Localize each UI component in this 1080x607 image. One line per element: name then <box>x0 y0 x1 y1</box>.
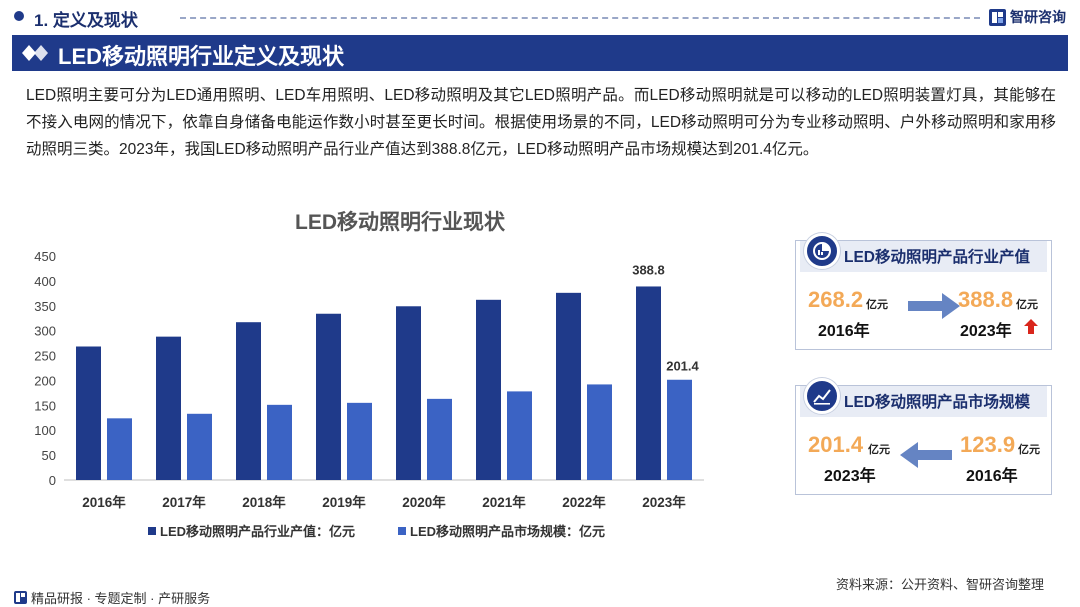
y-tick-label: 50 <box>42 448 56 463</box>
market-bar <box>587 384 612 480</box>
market-bar <box>187 413 212 480</box>
output-2016-unit: 亿元 <box>866 299 888 311</box>
output-bar <box>236 322 261 480</box>
footer-services: 精品研报 · 专题定制 · 产研服务 <box>14 588 210 607</box>
y-tick-label: 350 <box>34 299 56 314</box>
market-2016-unit: 亿元 <box>1018 444 1040 456</box>
output-2016-value: 268.2 <box>808 287 864 312</box>
left-arrow-icon <box>900 442 952 468</box>
y-tick-label: 150 <box>34 398 56 413</box>
x-tick-label: 2023年 <box>642 494 686 510</box>
title-bar: LED移动照明行业定义及现状 <box>12 35 1068 71</box>
market-2023-unit: 亿元 <box>868 444 890 456</box>
page-title: LED移动照明行业定义及现状 <box>58 44 345 69</box>
y-tick-label: 250 <box>34 349 56 364</box>
x-tick-label: 2022年 <box>562 494 606 510</box>
x-tick-label: 2021年 <box>482 494 526 510</box>
brand-name: 智研咨询 <box>1010 9 1066 25</box>
top-bar: 1. 定义及现状 智研咨询 <box>0 0 1080 34</box>
market-2023-year: 2023年 <box>824 468 876 485</box>
output-2023-year: 2023年 <box>960 323 1012 340</box>
legend-swatch <box>398 527 406 535</box>
market-bar <box>507 391 532 480</box>
chart-title: LED移动照明行业现状 <box>295 211 505 234</box>
y-tick-label: 0 <box>49 473 56 488</box>
market-bar <box>107 418 132 480</box>
output-bar <box>396 306 421 480</box>
pie-chart-icon <box>804 233 840 269</box>
output-2023-value: 388.8 <box>958 287 1014 312</box>
brand: 智研咨询 <box>989 7 1066 27</box>
market-bar <box>427 398 452 480</box>
output-data-label: 388.8 <box>632 262 665 277</box>
source-note: 资料来源：公开资料、智研咨询整理 <box>835 577 1044 592</box>
footer-services-text: 精品研报 · 专题定制 · 产研服务 <box>31 591 211 606</box>
output-bar <box>316 313 341 480</box>
market-card: LED移动照明产品市场规模 201.4 亿元 2023年 123.9 亿元 20… <box>795 378 1052 495</box>
bar-chart: 0 50 100 150 200 250 300 350 400 450 2016年 2017年 201… <box>34 249 704 539</box>
output-card: LED移动照明产品行业产值 268.2 亿元 2016年 388.8 亿元 20… <box>795 233 1052 350</box>
output-card-header <box>800 241 1047 272</box>
output-bar <box>156 336 181 480</box>
section-heading: 1. 定义及现状 <box>34 11 138 30</box>
output-bar <box>556 292 581 480</box>
output-bar <box>76 346 101 480</box>
brand-logo-icon <box>989 8 1006 26</box>
market-2023-value: 201.4 <box>808 432 864 457</box>
line-chart-icon <box>804 378 840 414</box>
x-tick-label: 2020年 <box>402 494 446 510</box>
section-bullet-icon <box>14 11 24 21</box>
x-tick-label: 2017年 <box>162 494 206 510</box>
y-tick-label: 100 <box>34 423 56 438</box>
market-data-label: 201.4 <box>666 359 699 374</box>
market-bar <box>667 379 692 480</box>
x-tick-label: 2016年 <box>82 494 126 510</box>
output-2016-year: 2016年 <box>818 323 870 340</box>
market-bar <box>347 402 372 480</box>
legend-label: LED移动照明产品行业产值：亿元 <box>160 524 355 539</box>
x-tick-label: 2019年 <box>322 494 366 510</box>
y-tick-label: 400 <box>34 274 56 289</box>
footer-logo-icon <box>14 591 27 604</box>
market-2016-year: 2016年 <box>966 468 1018 485</box>
legend-swatch <box>148 527 156 535</box>
output-bar <box>476 299 501 480</box>
dashed-divider <box>180 17 980 19</box>
intro-paragraph: LED照明主要可分为LED通用照明、LED车用照明、LED移动照明及其它LED照… <box>26 87 1056 158</box>
right-arrow-icon <box>908 293 960 319</box>
market-card-title: LED移动照明产品市场规模 <box>844 394 1031 411</box>
up-arrow-icon <box>1024 319 1038 334</box>
y-tick-label: 450 <box>34 249 56 264</box>
market-bar <box>267 404 292 480</box>
market-2016-value: 123.9 <box>960 432 1016 457</box>
output-2023-unit: 亿元 <box>1016 299 1038 311</box>
footer: 精品研报 · 专题定制 · 产研服务 资料来源：公开资料、智研咨询整理 <box>0 577 1080 607</box>
output-bar <box>636 286 661 480</box>
output-card-title: LED移动照明产品行业产值 <box>844 249 1031 266</box>
y-tick-label: 200 <box>34 373 56 388</box>
legend-label: LED移动照明产品市场规模：亿元 <box>410 524 605 539</box>
x-tick-label: 2018年 <box>242 494 286 510</box>
double-diamond-icon <box>22 45 48 61</box>
market-card-header <box>800 386 1047 417</box>
y-tick-label: 300 <box>34 324 56 339</box>
